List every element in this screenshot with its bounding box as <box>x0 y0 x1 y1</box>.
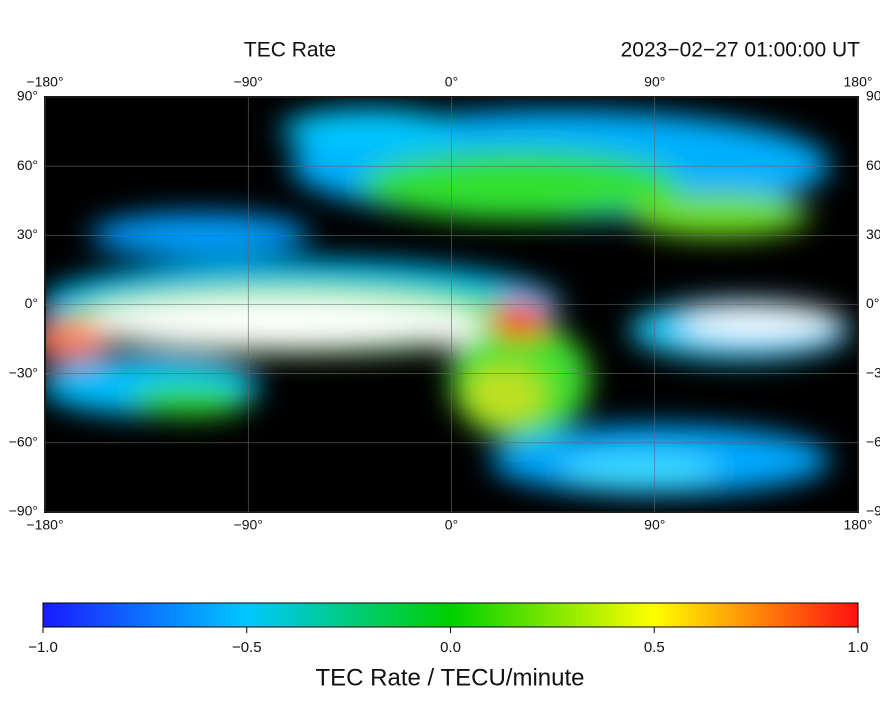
y-tick-label: 30° <box>17 226 38 242</box>
colorbar-tick-label: 1.0 <box>848 639 869 656</box>
x-tick-label: −90° <box>234 74 263 90</box>
y-tick-label: 0° <box>866 295 879 311</box>
x-tick-label: 0° <box>445 517 458 533</box>
y-tick-label: 90° <box>866 88 880 104</box>
colorbar-tick-label: −0.5 <box>232 639 262 656</box>
colorbar <box>42 602 859 628</box>
x-tick-label: −180° <box>26 517 63 533</box>
x-tick-label: 0° <box>445 74 458 90</box>
colorbar-tick-label: 0.0 <box>440 639 461 656</box>
y-tick-label: 90° <box>17 88 38 104</box>
x-tick-label: −180° <box>26 74 63 90</box>
x-tick-label: 180° <box>844 74 873 90</box>
y-tick-label: −60° <box>9 434 38 450</box>
colorbar-tick-label: 0.5 <box>644 639 665 656</box>
y-tick-label: −60° <box>866 434 880 450</box>
y-tick-label: 30° <box>866 226 880 242</box>
y-tick-label: 0° <box>25 295 38 311</box>
map-title: TEC Rate <box>244 39 336 62</box>
y-tick-label: −30° <box>9 364 38 380</box>
y-tick-label: −90° <box>9 503 38 519</box>
x-tick-label: 90° <box>644 517 665 533</box>
x-tick-label: 90° <box>644 74 665 90</box>
x-tick-label: 180° <box>844 517 873 533</box>
y-tick-label: −90° <box>866 503 880 519</box>
tec-field <box>45 108 850 495</box>
colorbar-tick-label: −1.0 <box>28 639 58 656</box>
x-tick-label: −90° <box>234 517 263 533</box>
y-tick-label: −30° <box>866 364 880 380</box>
y-tick-label: 60° <box>866 157 880 173</box>
y-tick-label: 60° <box>17 157 38 173</box>
timestamp: 2023−02−27 01:00:00 UT <box>621 39 861 62</box>
colorbar-label: TEC Rate / TECU/minute <box>316 664 585 691</box>
